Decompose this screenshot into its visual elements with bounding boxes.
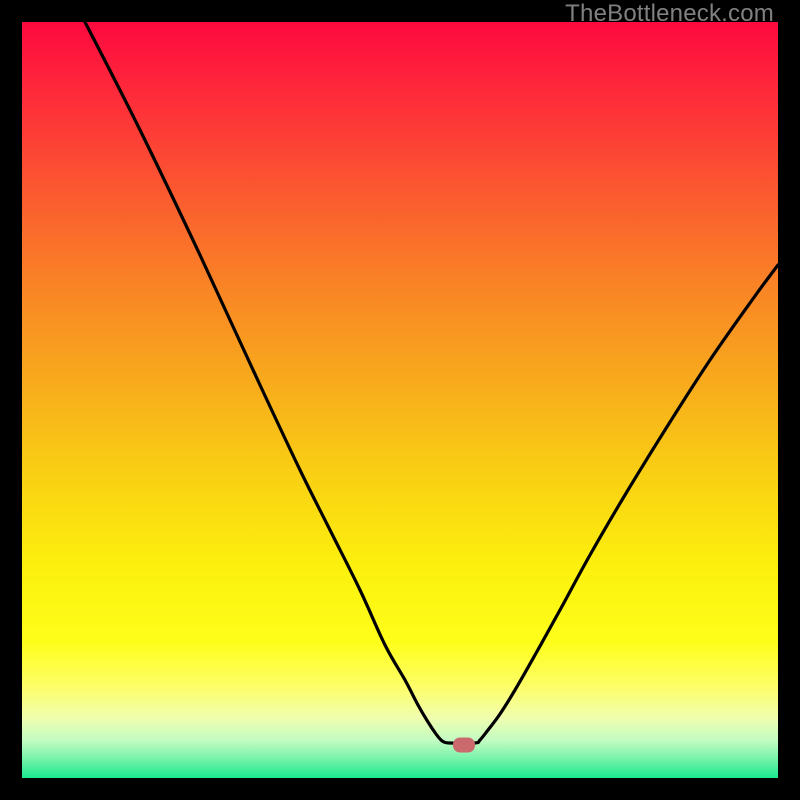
watermark-text: TheBottleneck.com [565, 0, 774, 28]
chart-container: TheBottleneck.com [0, 0, 800, 800]
chart-frame-border [22, 22, 778, 778]
